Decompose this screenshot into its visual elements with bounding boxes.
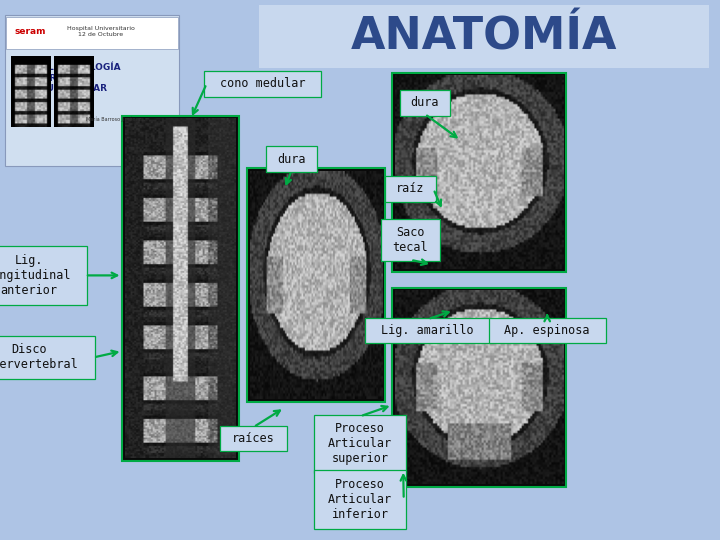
- Text: raíz: raíz: [396, 183, 425, 195]
- Text: Lig.
Longitudinal
anterior: Lig. Longitudinal anterior: [0, 254, 71, 297]
- FancyBboxPatch shape: [0, 336, 95, 379]
- Text: Proceso
Articular
superior: Proceso Articular superior: [328, 422, 392, 465]
- Text: Proceso
Articular
inferior: Proceso Articular inferior: [328, 478, 392, 521]
- FancyBboxPatch shape: [392, 288, 566, 487]
- Text: dura: dura: [410, 96, 439, 109]
- Text: dura: dura: [277, 153, 306, 166]
- FancyBboxPatch shape: [381, 219, 440, 261]
- Text: Ap. espinosa: Ap. espinosa: [505, 324, 590, 337]
- Text: ANATOMÍA: ANATOMÍA: [351, 15, 617, 58]
- FancyBboxPatch shape: [259, 5, 709, 68]
- FancyBboxPatch shape: [204, 71, 321, 97]
- Text: raíces: raíces: [232, 432, 275, 445]
- FancyBboxPatch shape: [220, 426, 287, 451]
- FancyBboxPatch shape: [0, 246, 87, 305]
- FancyBboxPatch shape: [122, 116, 239, 461]
- FancyBboxPatch shape: [266, 146, 317, 172]
- FancyBboxPatch shape: [247, 168, 385, 402]
- FancyBboxPatch shape: [400, 90, 450, 116]
- FancyBboxPatch shape: [365, 318, 490, 343]
- Text: Disco
intervertebral: Disco intervertebral: [0, 343, 78, 372]
- FancyBboxPatch shape: [6, 17, 178, 49]
- FancyBboxPatch shape: [392, 73, 566, 272]
- Text: Saco
tecal: Saco tecal: [392, 226, 428, 254]
- FancyBboxPatch shape: [489, 318, 606, 343]
- FancyBboxPatch shape: [385, 176, 436, 202]
- Text: Hospital Universitario
12 de Octubre: Hospital Universitario 12 de Octubre: [67, 26, 135, 37]
- Text: seram: seram: [14, 27, 46, 36]
- FancyBboxPatch shape: [314, 415, 406, 473]
- FancyBboxPatch shape: [314, 470, 406, 529]
- Text: Lig. amarillo: Lig. amarillo: [382, 324, 474, 337]
- Text: RM EN LA PATOLOGÍA
URGENTE
RAQUIMEDULAR: RM EN LA PATOLOGÍA URGENTE RAQUIMEDULAR: [12, 63, 121, 93]
- FancyBboxPatch shape: [5, 15, 179, 166]
- Text: cono medular: cono medular: [220, 77, 305, 90]
- Text: María Barroso Jiménez, ...: María Barroso Jiménez, ...: [86, 116, 148, 122]
